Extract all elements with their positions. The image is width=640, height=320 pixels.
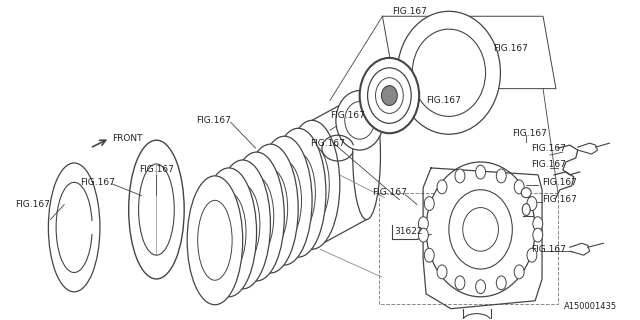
Ellipse shape (476, 165, 486, 179)
Ellipse shape (381, 86, 397, 106)
Text: FIG.167: FIG.167 (330, 111, 365, 120)
Ellipse shape (201, 168, 257, 297)
Ellipse shape (243, 144, 298, 273)
Ellipse shape (424, 196, 434, 211)
Ellipse shape (376, 78, 403, 113)
Ellipse shape (527, 248, 537, 262)
Ellipse shape (49, 163, 100, 292)
Ellipse shape (257, 136, 312, 265)
Ellipse shape (353, 91, 380, 220)
Ellipse shape (129, 140, 184, 279)
Text: FIG.167: FIG.167 (80, 178, 115, 187)
Ellipse shape (496, 276, 506, 290)
Text: FIG.167: FIG.167 (392, 7, 428, 16)
Text: 31622: 31622 (394, 227, 423, 236)
Ellipse shape (522, 204, 530, 215)
Ellipse shape (225, 185, 260, 264)
Ellipse shape (281, 153, 316, 233)
Ellipse shape (521, 188, 531, 198)
Ellipse shape (271, 128, 326, 257)
Ellipse shape (533, 228, 543, 242)
Ellipse shape (437, 265, 447, 279)
Ellipse shape (345, 101, 374, 139)
Ellipse shape (514, 265, 524, 279)
Ellipse shape (437, 180, 447, 194)
Ellipse shape (336, 91, 383, 150)
Ellipse shape (295, 145, 329, 225)
Ellipse shape (212, 192, 246, 272)
Text: FIG.167: FIG.167 (493, 44, 529, 53)
Ellipse shape (419, 217, 428, 231)
Text: FIG.167: FIG.167 (542, 178, 577, 187)
Text: A150001435: A150001435 (564, 302, 618, 311)
Text: FIG.167: FIG.167 (531, 160, 566, 170)
Text: FIG.167: FIG.167 (542, 195, 577, 204)
Ellipse shape (367, 68, 412, 123)
Ellipse shape (463, 208, 499, 251)
Ellipse shape (426, 162, 535, 297)
Ellipse shape (455, 276, 465, 290)
Ellipse shape (215, 160, 271, 289)
Text: FIG.167: FIG.167 (310, 139, 345, 148)
Text: FIG.167: FIG.167 (15, 200, 49, 209)
Ellipse shape (284, 120, 340, 249)
Ellipse shape (253, 169, 287, 249)
Ellipse shape (187, 176, 243, 305)
Ellipse shape (476, 280, 486, 294)
Ellipse shape (533, 217, 543, 231)
Ellipse shape (267, 161, 301, 241)
Ellipse shape (397, 11, 500, 134)
Ellipse shape (496, 169, 506, 183)
Ellipse shape (239, 177, 274, 256)
Text: FIG.167: FIG.167 (531, 144, 566, 153)
Text: FIG.167: FIG.167 (139, 165, 174, 174)
Ellipse shape (527, 196, 537, 211)
Ellipse shape (228, 152, 284, 281)
Ellipse shape (514, 180, 524, 194)
Text: FIG.167: FIG.167 (512, 129, 547, 138)
Ellipse shape (360, 58, 419, 133)
Text: FIG.167: FIG.167 (196, 116, 231, 125)
Ellipse shape (198, 200, 232, 280)
Ellipse shape (455, 169, 465, 183)
Text: FIG.167: FIG.167 (531, 245, 566, 254)
Ellipse shape (424, 248, 434, 262)
Ellipse shape (139, 164, 174, 255)
Ellipse shape (449, 190, 512, 269)
Text: FIG.167: FIG.167 (426, 96, 461, 105)
Text: FIG.167: FIG.167 (372, 188, 408, 197)
Ellipse shape (412, 29, 486, 116)
Text: FRONT: FRONT (112, 134, 142, 143)
Ellipse shape (419, 228, 428, 242)
